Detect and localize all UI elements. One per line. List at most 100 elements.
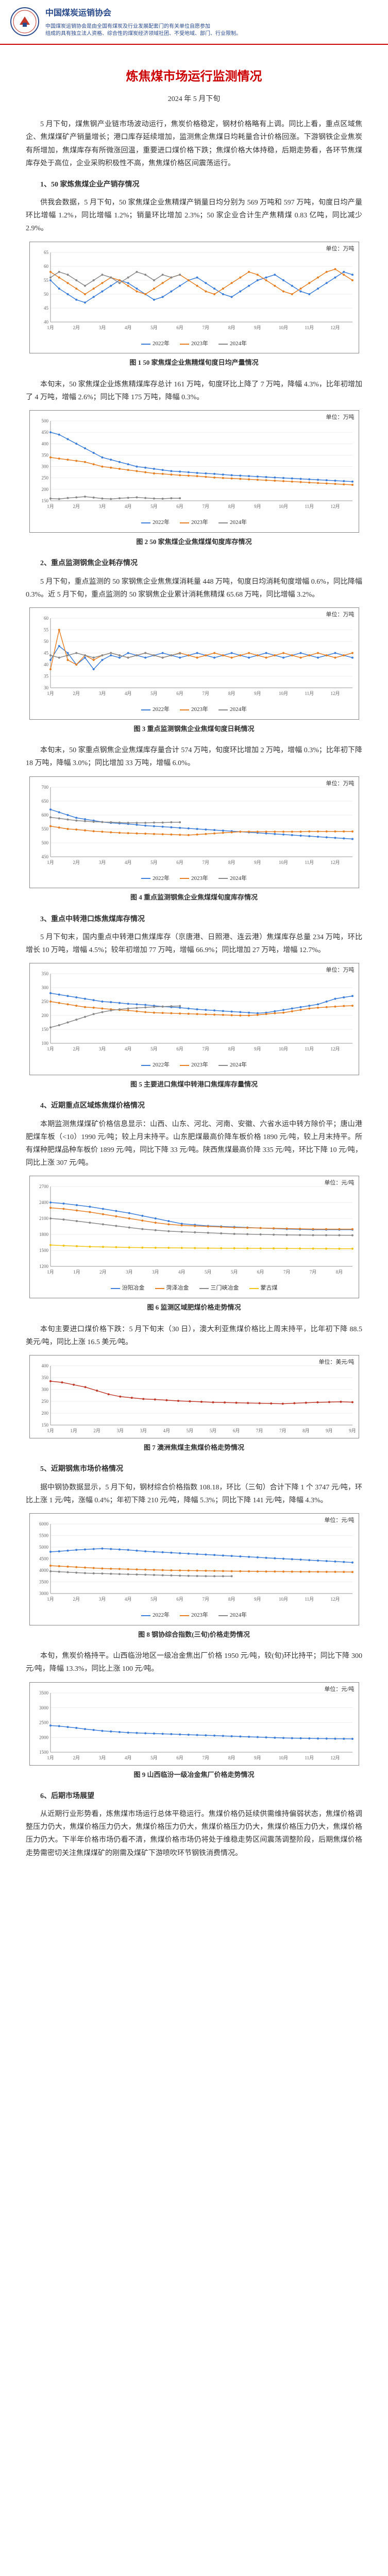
chart-svg: 1200150018002100240027001月1月2月3月3月4月5月5月…: [30, 1176, 359, 1279]
s4-p2: 本旬主要进口煤价格下跌：5 月下旬末（30 日），澳大利亚焦煤价格比上周末持平，…: [26, 1323, 362, 1349]
header-text: 中国煤炭运销协会 中国煤炭运销协会是由全国有煤炭及行业发展配套门的有关单位自愿参…: [45, 6, 378, 38]
svg-text:1500: 1500: [39, 1248, 49, 1253]
svg-text:400: 400: [41, 1363, 48, 1368]
svg-text:150: 150: [41, 498, 48, 503]
svg-text:7月: 7月: [202, 325, 209, 330]
svg-text:3月: 3月: [116, 1428, 124, 1433]
svg-text:12月: 12月: [330, 691, 340, 696]
svg-text:11月: 11月: [305, 1046, 314, 1052]
svg-text:9月: 9月: [326, 1428, 333, 1433]
chart-unit: 单位：元/吨: [324, 1685, 354, 1695]
svg-text:550: 550: [41, 826, 48, 832]
svg-text:7月: 7月: [283, 1269, 290, 1275]
svg-text:250: 250: [41, 999, 48, 1004]
s1-p1: 供我会数据，5 月下旬，50 家焦煤企业焦精煤产销量日均分别为 569 万吨和 …: [26, 196, 362, 235]
legend-item: 2023年: [180, 1611, 208, 1621]
svg-text:12月: 12月: [330, 504, 340, 509]
svg-text:40: 40: [44, 319, 49, 325]
svg-text:5月: 5月: [204, 1269, 211, 1275]
svg-text:10月: 10月: [279, 1755, 288, 1760]
legend-item: 2024年: [218, 339, 247, 349]
chart-legend: 汾阳冶金菏泽冶金三门峡冶金蒙古煤: [30, 1281, 359, 1298]
legend-item: 2024年: [218, 874, 247, 884]
svg-text:55: 55: [44, 627, 49, 632]
chart-svg: 4505005506006507001月2月3月4月5月6月7月8月9月10月1…: [30, 777, 359, 870]
svg-text:150: 150: [41, 1027, 48, 1032]
svg-text:60: 60: [44, 264, 49, 269]
svg-text:5月: 5月: [186, 1428, 193, 1433]
svg-text:7月: 7月: [202, 1597, 209, 1602]
svg-text:9月: 9月: [254, 860, 261, 865]
svg-text:9月: 9月: [254, 1046, 261, 1052]
chart-2: 单位：万吨1502002503003504004505001月2月3月4月5月6…: [29, 410, 359, 533]
chart-7-caption: 图 7 澳洲焦煤主焦煤价格走势情况: [26, 1442, 362, 1453]
svg-text:11月: 11月: [305, 860, 314, 865]
s5-p1: 据中钢协数据显示，5 月下旬，钢材综合价格指数 108.18，环比（三旬）合计下…: [26, 1481, 362, 1507]
legend-item: 蒙古煤: [249, 1283, 278, 1294]
chart-unit: 单位：元/吨: [324, 1516, 354, 1526]
chart-legend: 2022年2023年2024年: [30, 1058, 359, 1075]
svg-text:12月: 12月: [330, 860, 340, 865]
svg-text:350: 350: [41, 453, 48, 458]
svg-text:11月: 11月: [305, 325, 314, 330]
svg-text:3500: 3500: [39, 1690, 49, 1696]
chart-legend: 2022年2023年2024年: [30, 872, 359, 888]
svg-text:12月: 12月: [330, 325, 340, 330]
svg-text:4月: 4月: [124, 325, 131, 330]
svg-text:9月: 9月: [254, 691, 261, 696]
svg-text:300: 300: [41, 985, 48, 990]
section-5-title: 5、近期钢焦市场价格情况: [26, 1463, 362, 1476]
svg-text:200: 200: [41, 1013, 48, 1018]
section-3-title: 3、重点中转港口炼焦煤库存情况: [26, 913, 362, 926]
svg-text:3000: 3000: [39, 1591, 49, 1596]
svg-text:7月: 7月: [202, 504, 209, 509]
svg-text:10月: 10月: [279, 691, 288, 696]
chart-5-caption: 图 5 主要进口焦煤中转港口焦煤库存量情况: [26, 1078, 362, 1090]
svg-text:50: 50: [44, 292, 49, 297]
svg-text:7月: 7月: [202, 1046, 209, 1052]
svg-text:30: 30: [44, 685, 49, 690]
svg-text:11月: 11月: [305, 504, 314, 509]
legend-item: 2022年: [141, 874, 170, 884]
svg-text:4500: 4500: [39, 1556, 49, 1561]
chart-svg: 30003500400045005000550060001月2月3月4月5月6月…: [30, 1514, 359, 1606]
page-title: 炼焦煤市场运行监测情况: [26, 65, 362, 88]
svg-text:8月: 8月: [228, 1755, 235, 1760]
svg-text:4月: 4月: [124, 860, 131, 865]
svg-text:1月: 1月: [47, 325, 54, 330]
svg-text:700: 700: [41, 785, 48, 790]
s4-p1: 本期监测焦煤煤矿价格信息显示：山西、山东、河北、河南、安徽、六省水运中转方除价平…: [26, 1118, 362, 1170]
svg-text:1月: 1月: [47, 1597, 54, 1602]
legend-item: 菏泽冶金: [155, 1283, 189, 1294]
svg-text:35: 35: [44, 673, 49, 679]
chart-legend: 2022年2023年2024年: [30, 516, 359, 532]
svg-text:2月: 2月: [73, 325, 80, 330]
svg-text:6月: 6月: [176, 1597, 183, 1602]
svg-text:2月: 2月: [93, 1428, 100, 1433]
svg-text:3月: 3月: [98, 691, 106, 696]
page-header: 中国煤炭运销协会 中国煤炭运销协会是由全国有煤炭及行业发展配套门的有关单位自愿参…: [0, 0, 388, 45]
svg-text:6000: 6000: [39, 1521, 49, 1527]
svg-text:4月: 4月: [124, 1597, 131, 1602]
svg-text:1月: 1月: [73, 1269, 80, 1275]
legend-item: 2024年: [218, 518, 247, 528]
svg-text:7月: 7月: [202, 860, 209, 865]
svg-text:3月: 3月: [98, 504, 106, 509]
svg-text:10月: 10月: [279, 1597, 288, 1602]
svg-text:4000: 4000: [39, 1568, 49, 1573]
svg-text:5月: 5月: [150, 1046, 158, 1052]
svg-text:11月: 11月: [305, 1597, 314, 1602]
svg-text:2500: 2500: [39, 1720, 49, 1725]
svg-text:4月: 4月: [124, 504, 131, 509]
legend-item: 2022年: [141, 518, 170, 528]
svg-text:5月: 5月: [150, 691, 158, 696]
s5-p2: 本旬，焦炭价格持平。山西临汾地区一级冶金焦出厂价格 1950 元/吨，较(旬)环…: [26, 1650, 362, 1675]
svg-text:5月: 5月: [150, 325, 158, 330]
chart-unit: 单位：元/吨: [324, 1178, 354, 1189]
svg-text:8月: 8月: [228, 1597, 235, 1602]
svg-text:300: 300: [41, 464, 48, 469]
svg-text:5月: 5月: [150, 1597, 158, 1602]
chart-unit: 单位：万吨: [326, 965, 355, 976]
section-4-title: 4、近期重点区域炼焦煤价格情况: [26, 1099, 362, 1112]
svg-text:2000: 2000: [39, 1735, 49, 1740]
